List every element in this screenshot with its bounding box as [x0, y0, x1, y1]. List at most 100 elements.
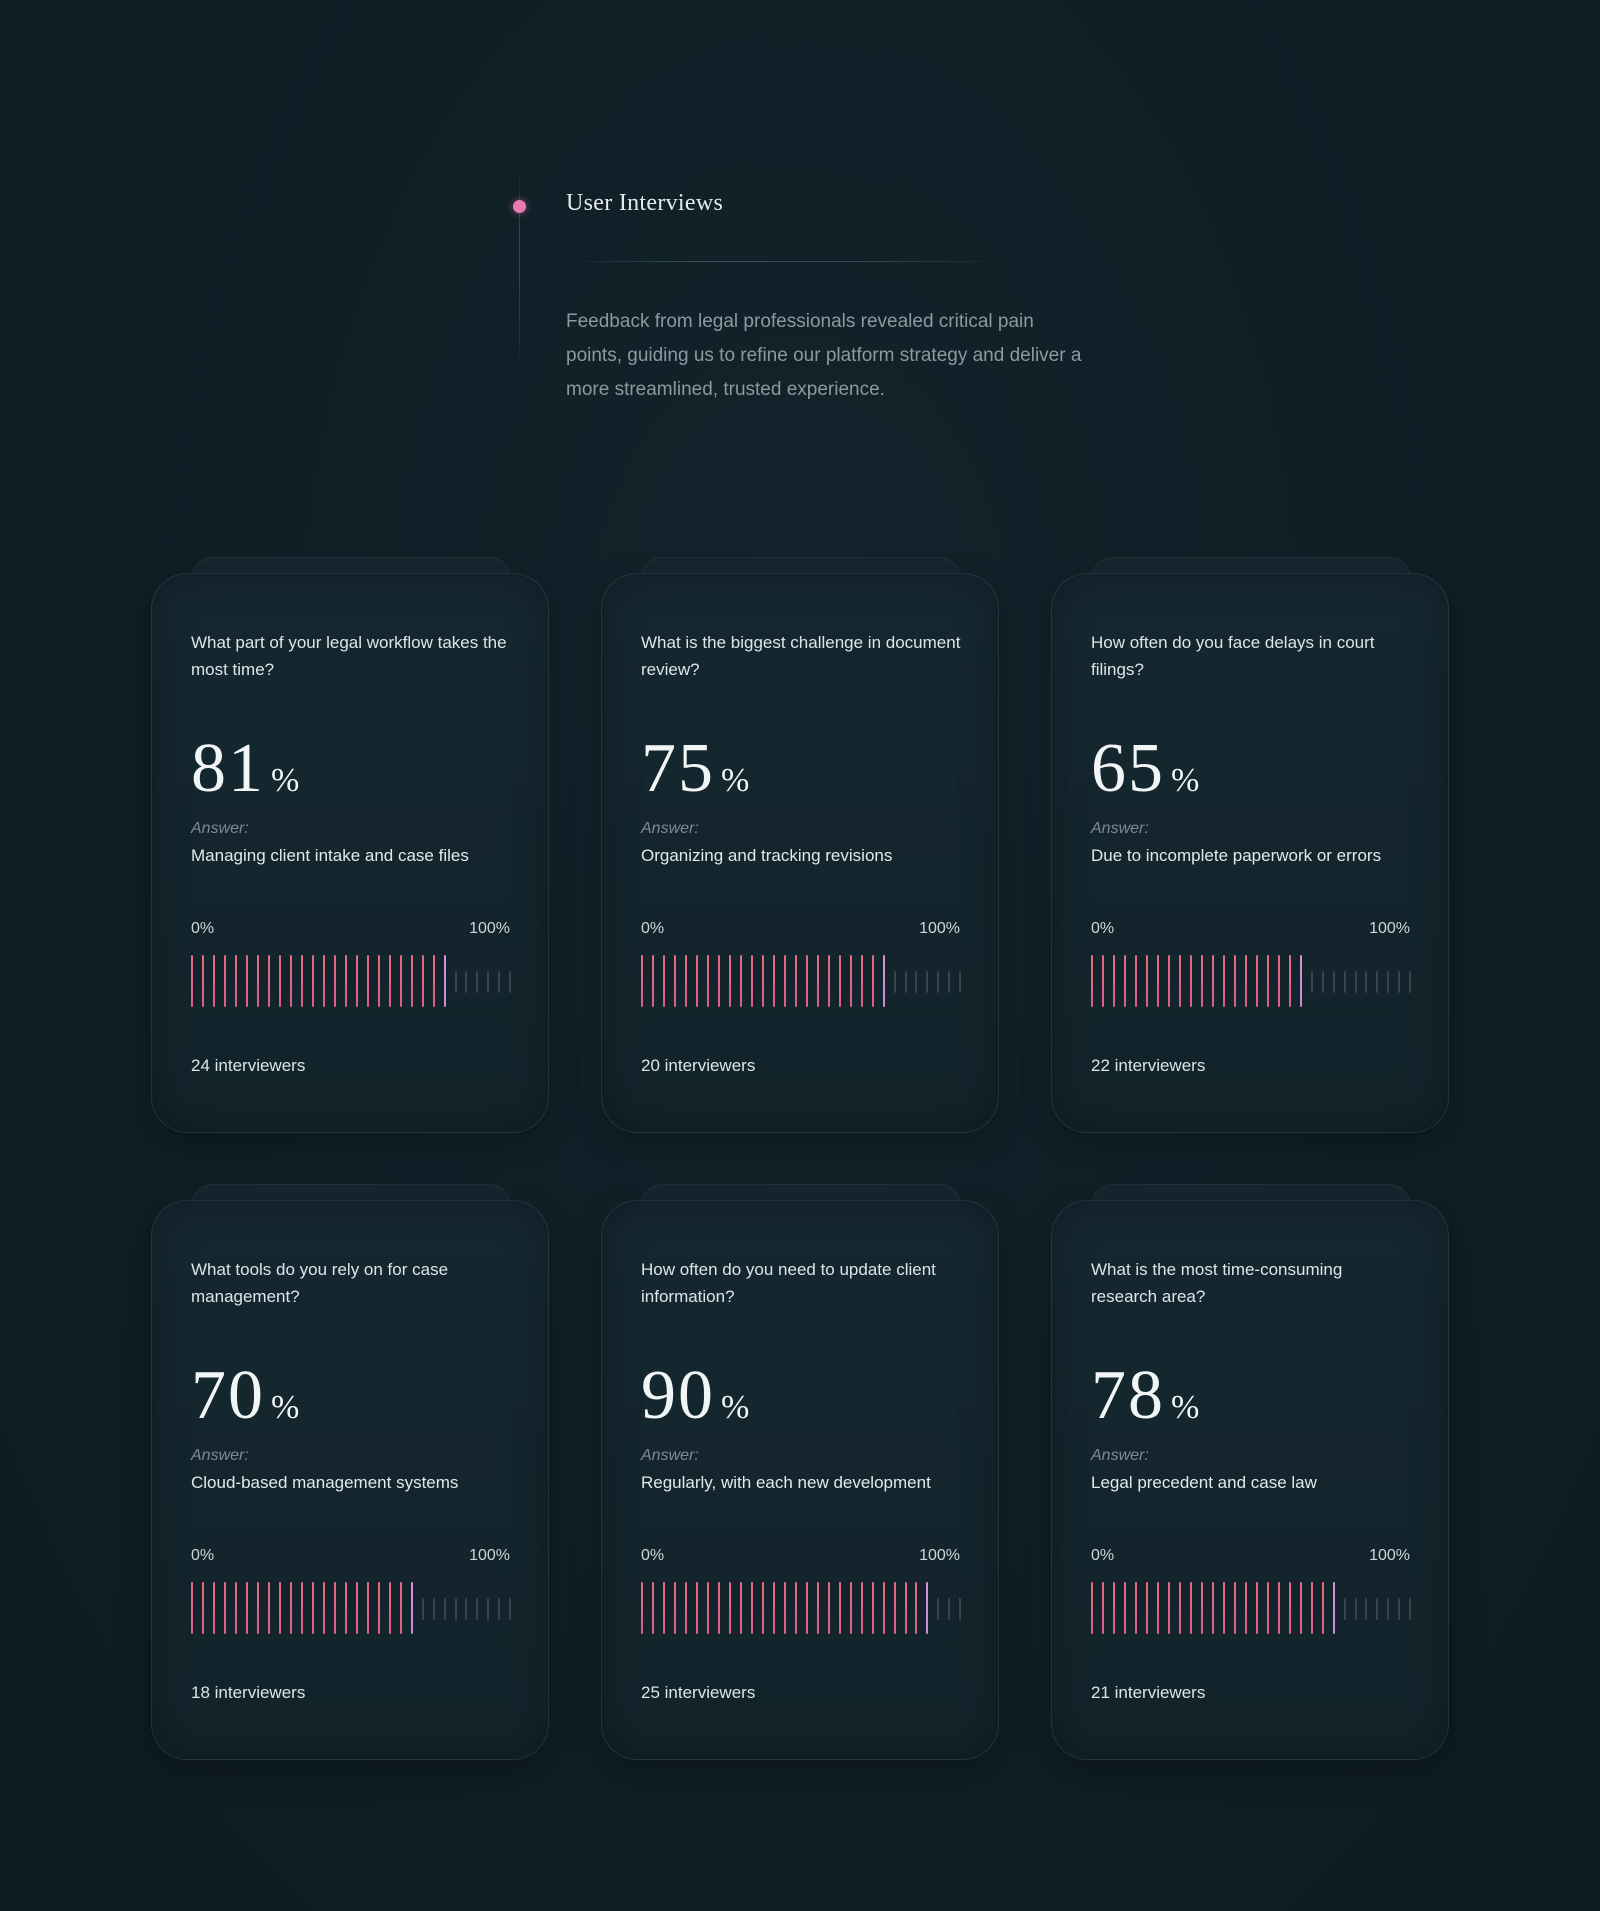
- progress-tick-filled: [816, 1582, 819, 1634]
- progress-tick-filled: [662, 955, 665, 1007]
- progress-tick-filled: [1288, 955, 1291, 1007]
- progress-tick-filled: [838, 955, 841, 1007]
- interview-card: What is the biggest challenge in documen…: [601, 557, 999, 1133]
- progress-tick-filled: [871, 1582, 874, 1634]
- progress-tick-filled: [388, 955, 391, 1007]
- scale-max-label: 100%: [1369, 920, 1410, 937]
- progress-tick-filled: [772, 1582, 775, 1634]
- progress-tick-filled: [1266, 1582, 1269, 1634]
- progress-ticks: [1091, 1578, 1412, 1634]
- progress-tick-empty: [926, 971, 929, 993]
- progress-tick-filled: [695, 1582, 698, 1634]
- percent-value: 75: [641, 730, 715, 807]
- scale-max-label: 100%: [469, 920, 510, 937]
- progress-tick-filled: [717, 1582, 720, 1634]
- percent-sign: %: [1171, 1389, 1200, 1426]
- progress-tick-empty: [1321, 971, 1324, 993]
- answer-label: Answer:: [191, 820, 249, 837]
- progress-tick-empty: [937, 971, 940, 993]
- progress-tick-filled: [641, 1582, 643, 1634]
- progress-tick-filled: [1233, 955, 1236, 1007]
- progress-tick-filled: [366, 955, 369, 1007]
- progress-tick-filled: [201, 955, 204, 1007]
- card-answer: Legal precedent and case law: [1091, 1473, 1317, 1492]
- progress-tick-filled: [344, 1582, 347, 1634]
- progress-tick-filled: [1255, 955, 1258, 1007]
- progress-tick-filled: [728, 955, 731, 1007]
- progress-tick-empty: [915, 971, 918, 993]
- progress-tick-filled: [1200, 955, 1203, 1007]
- card-question: How often do you need to update client i…: [641, 1260, 936, 1306]
- scale-max-label: 100%: [469, 1547, 510, 1564]
- progress-tick-filled: [245, 1582, 248, 1634]
- progress-tick-empty: [948, 971, 951, 993]
- progress-tick-filled: [651, 1582, 654, 1634]
- progress-tick-empty: [498, 971, 501, 993]
- progress-tick-empty: [1354, 1598, 1357, 1620]
- progress-tick-filled: [1123, 1582, 1126, 1634]
- progress-tick-filled: [1299, 1582, 1302, 1634]
- answer-label: Answer:: [1091, 1447, 1149, 1464]
- progress-tick-filled: [234, 955, 237, 1007]
- interviewer-count: 25 interviewers: [641, 1683, 756, 1702]
- progress-tick-filled: [267, 955, 270, 1007]
- progress-tick-empty: [1332, 971, 1335, 993]
- percent-sign: %: [721, 762, 750, 799]
- progress-tick-filled: [1134, 955, 1137, 1007]
- interview-card: How often do you face delays in court fi…: [1051, 557, 1449, 1133]
- card-body: What part of your legal workflow takes t…: [151, 573, 549, 1133]
- progress-tick-filled: [1145, 1582, 1148, 1634]
- card-answer: Cloud-based management systems: [191, 1473, 459, 1492]
- progress-tick-filled: [333, 1582, 336, 1634]
- progress-tick-filled: [750, 955, 753, 1007]
- progress-tick-filled: [1222, 1582, 1225, 1634]
- progress-tick-filled: [1200, 1582, 1203, 1634]
- progress-tick-filled: [882, 1582, 885, 1634]
- progress-tick-empty: [1398, 1598, 1401, 1620]
- progress-tick-filled: [684, 955, 687, 1007]
- card-percent: 78%: [1091, 1361, 1199, 1431]
- progress-tick-filled: [794, 955, 797, 1007]
- progress-tick-filled: [849, 955, 852, 1007]
- card-percent: 70%: [191, 1361, 299, 1431]
- card-percent: 65%: [1091, 734, 1199, 804]
- percent-value: 70: [191, 1357, 265, 1434]
- progress-tick-filled: [1299, 955, 1302, 1007]
- scale-min-label: 0%: [641, 920, 665, 937]
- progress-tick-filled: [915, 1582, 918, 1634]
- progress-tick-empty: [465, 971, 468, 993]
- percent-value: 90: [641, 1357, 715, 1434]
- progress-tick-empty: [465, 1598, 468, 1620]
- progress-tick-filled: [245, 955, 248, 1007]
- progress-tick-filled: [201, 1582, 204, 1634]
- card-body: What tools do you rely on for case manag…: [151, 1200, 549, 1760]
- progress-tick-filled: [882, 955, 885, 1007]
- progress-tick-filled: [300, 1582, 303, 1634]
- progress-tick-filled: [1244, 955, 1247, 1007]
- progress-tick-filled: [1167, 1582, 1170, 1634]
- progress-tick-empty: [421, 1598, 424, 1620]
- progress-tick-empty: [1354, 971, 1357, 993]
- interviewer-count: 21 interviewers: [1091, 1683, 1206, 1702]
- section-description: Feedback from legal professionals reveal…: [566, 311, 1082, 400]
- timeline-dot-icon: [513, 200, 526, 213]
- progress-tick-filled: [1134, 1582, 1137, 1634]
- progress-tick-empty: [476, 1598, 479, 1620]
- card-answer: Due to incomplete paperwork or errors: [1091, 846, 1382, 865]
- progress-tick-filled: [849, 1582, 852, 1634]
- interviewer-count: 22 interviewers: [1091, 1056, 1206, 1075]
- progress-tick-empty: [498, 1598, 501, 1620]
- card-question: How often do you face delays in court fi…: [1091, 633, 1375, 679]
- progress-tick-filled: [1310, 1582, 1313, 1634]
- card-question: What is the most time-consuming research…: [1091, 1260, 1343, 1306]
- progress-tick-filled: [1266, 955, 1269, 1007]
- progress-tick-filled: [377, 955, 380, 1007]
- progress-tick-filled: [772, 955, 775, 1007]
- card-percent: 75%: [641, 734, 749, 804]
- progress-tick-filled: [673, 1582, 676, 1634]
- progress-tick-filled: [1091, 1582, 1093, 1634]
- progress-tick-empty: [1387, 1598, 1390, 1620]
- progress-tick-empty: [443, 1598, 446, 1620]
- progress-tick-empty: [1398, 971, 1401, 993]
